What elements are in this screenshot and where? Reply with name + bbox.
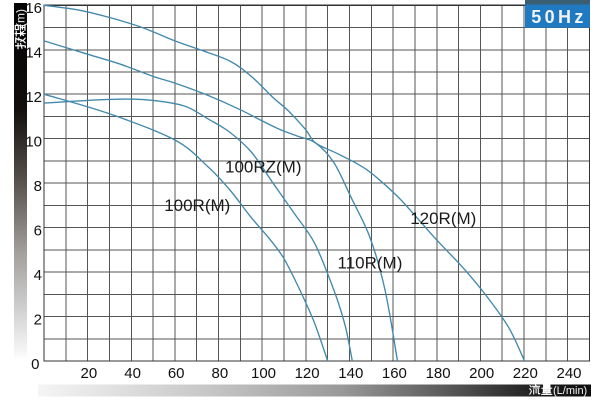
svg-text:14: 14 xyxy=(25,45,42,62)
svg-text:2: 2 xyxy=(34,311,42,328)
svg-text:60: 60 xyxy=(168,365,185,382)
svg-text:240: 240 xyxy=(556,365,581,382)
svg-text:160: 160 xyxy=(382,365,407,382)
svg-text:80: 80 xyxy=(212,365,229,382)
svg-text:10: 10 xyxy=(25,134,42,151)
svg-text:16: 16 xyxy=(25,0,42,17)
svg-text:200: 200 xyxy=(469,365,494,382)
svg-text:4: 4 xyxy=(34,267,42,284)
svg-text:140: 140 xyxy=(338,365,363,382)
svg-text:100R(M): 100R(M) xyxy=(164,196,230,215)
svg-text:0: 0 xyxy=(31,356,39,373)
svg-text:12: 12 xyxy=(25,89,42,106)
svg-text:180: 180 xyxy=(426,365,451,382)
svg-text:120: 120 xyxy=(295,365,320,382)
svg-text:120R(M): 120R(M) xyxy=(410,209,476,228)
svg-text:8: 8 xyxy=(34,178,42,195)
svg-text:6: 6 xyxy=(34,223,42,240)
svg-text:(m): (m) xyxy=(14,9,28,27)
svg-text:40: 40 xyxy=(124,365,141,382)
svg-text:20: 20 xyxy=(81,365,98,382)
svg-text:(L/min): (L/min) xyxy=(553,385,587,397)
svg-text:100RZ(M): 100RZ(M) xyxy=(225,157,302,176)
svg-text:110R(M): 110R(M) xyxy=(338,254,403,273)
svg-text:220: 220 xyxy=(513,365,538,382)
svg-text:50Hz: 50Hz xyxy=(531,7,587,27)
svg-text:100: 100 xyxy=(251,365,276,382)
